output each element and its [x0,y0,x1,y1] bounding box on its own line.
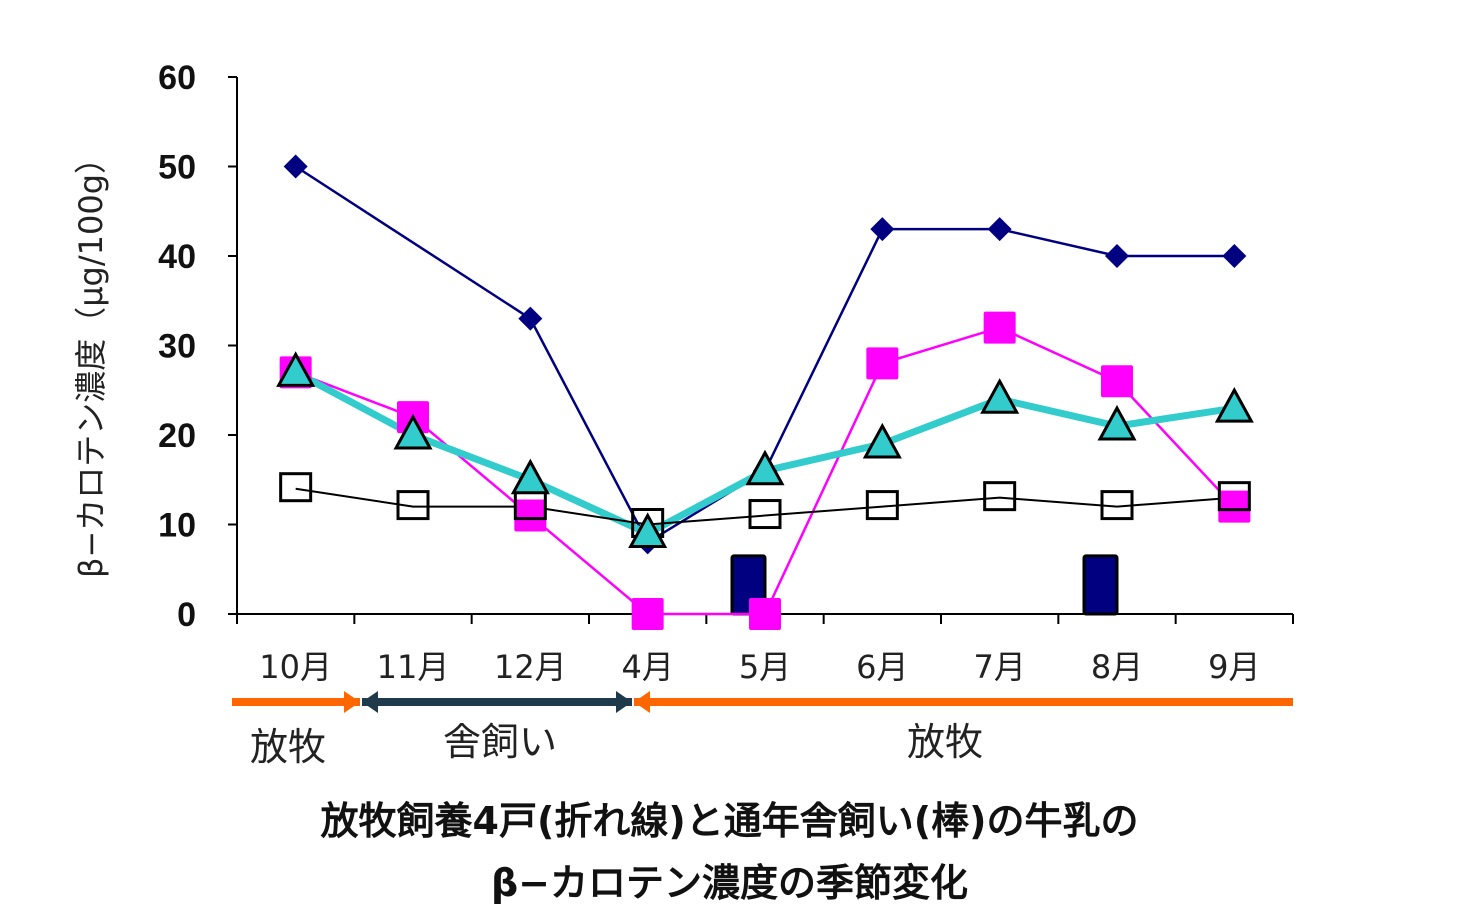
x-tick-label: 9月 [1208,648,1260,686]
magenta-square-marker [749,598,781,630]
y-axis-label: β−カロテン濃度（μg/100g） [72,142,110,578]
open-square-marker [1217,481,1251,512]
x-tick-label: 6月 [856,648,908,686]
x-tick-label: 12月 [494,648,567,686]
magenta-square-marker [631,598,664,630]
open-square-marker [983,481,1017,512]
x-tick-label: 11月 [377,648,450,686]
x-tick-label: 4月 [621,648,673,686]
diamond-marker [987,217,1012,242]
triangle-marker [745,449,785,486]
triangle-marker [276,351,316,387]
chart-title: 放牧飼養4戸(折れ線)と通年舎飼い(棒)の牛乳の [320,799,1139,843]
arrow-head-right [616,691,632,713]
y-tick-label: 20 [158,417,196,455]
y-tick-label: 10 [158,507,196,545]
magenta-square-marker [1218,490,1251,523]
x-tick-label: 10月 [259,648,332,686]
period-label: 放牧 [250,725,326,769]
series-line-4 [295,487,1235,526]
arrow-head-left [634,691,650,713]
period-label: 放牧 [907,720,983,764]
triangle-marker [393,413,433,450]
x-tick-label: 7月 [973,648,1025,686]
y-tick-label: 30 [158,328,196,366]
bar-8月 [1082,554,1119,616]
x-tick-label: 5月 [739,648,791,686]
open-square-marker [396,490,430,521]
y-tick-label: 40 [158,238,196,276]
open-square-marker [748,499,782,530]
triangle-marker [628,512,668,548]
diamond-marker [1222,244,1247,268]
y-tick-label: 50 [158,149,196,187]
triangle-marker [1097,404,1137,441]
magenta-square-marker [514,499,547,532]
x-tick-label: 8月 [1091,648,1143,686]
triangle-marker [980,378,1020,414]
triangle-marker [510,458,550,495]
magenta-square-marker [1101,365,1133,398]
period-label: 舎飼い [443,720,557,764]
magenta-square-marker [866,347,899,380]
open-square-marker [1100,490,1134,521]
diamond-marker [870,217,895,242]
arrow-head-right [344,691,360,713]
y-tick-label: 60 [158,59,196,97]
chart-title-line2: β−カロテン濃度の季節変化 [490,861,969,905]
triangle-marker [1214,387,1254,423]
y-tick-label: 0 [177,596,196,634]
series-line-1 [294,165,1235,545]
triangle-marker [862,422,902,459]
arrow-head-left [362,691,378,713]
diamond-marker [518,306,543,331]
open-square-marker [865,490,899,521]
diamond-marker [1105,244,1129,268]
open-square-marker [279,472,313,503]
diamond-marker [283,154,308,179]
magenta-square-marker [983,311,1016,344]
